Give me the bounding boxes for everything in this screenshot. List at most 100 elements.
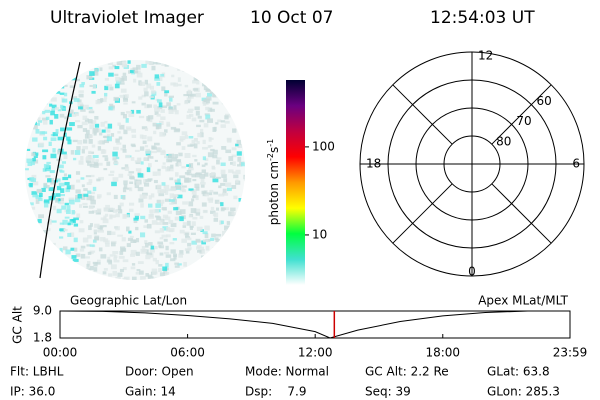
pixel bbox=[174, 110, 179, 115]
pixel bbox=[158, 193, 165, 197]
pixel bbox=[48, 187, 54, 192]
pixel bbox=[63, 173, 67, 177]
pixel bbox=[212, 212, 217, 217]
terminator bbox=[39, 61, 81, 279]
pixel bbox=[159, 219, 163, 223]
pixel bbox=[32, 159, 39, 164]
pixel bbox=[201, 190, 207, 195]
pixel bbox=[202, 231, 208, 235]
pixel bbox=[224, 245, 230, 251]
pixel bbox=[121, 167, 126, 170]
pixel bbox=[237, 144, 242, 149]
pixel bbox=[164, 251, 170, 255]
pixel bbox=[235, 265, 241, 270]
pixel bbox=[202, 258, 208, 262]
pixel bbox=[158, 245, 162, 248]
info-field: GC Alt: 2.2 Re bbox=[365, 365, 449, 379]
pixel bbox=[44, 262, 50, 267]
pixel bbox=[89, 265, 94, 271]
pixel bbox=[62, 219, 68, 225]
pixel bbox=[174, 262, 179, 265]
pixel bbox=[42, 149, 49, 153]
pixel bbox=[202, 209, 208, 214]
pixel bbox=[150, 156, 154, 159]
info-field: Door: Open bbox=[125, 365, 194, 379]
pixel bbox=[224, 115, 229, 120]
pixel bbox=[110, 264, 117, 270]
pixel bbox=[46, 67, 52, 71]
pixel bbox=[161, 234, 168, 238]
pixel bbox=[178, 275, 183, 279]
pixel bbox=[27, 65, 33, 70]
pixel bbox=[43, 182, 48, 187]
pixel bbox=[240, 247, 245, 251]
pixel bbox=[228, 211, 234, 217]
pixel bbox=[154, 245, 158, 250]
pixel bbox=[68, 199, 75, 205]
pixel bbox=[123, 102, 128, 105]
pixel bbox=[201, 269, 205, 274]
pixel bbox=[197, 250, 202, 253]
pixel bbox=[216, 263, 222, 268]
pixel bbox=[159, 252, 164, 256]
pixel bbox=[147, 276, 154, 279]
pixel bbox=[160, 188, 167, 193]
pixel bbox=[48, 141, 52, 147]
pixel bbox=[201, 202, 207, 207]
pixel bbox=[122, 72, 127, 76]
pixel bbox=[129, 181, 134, 185]
pixel bbox=[70, 70, 75, 74]
pixel bbox=[221, 207, 226, 211]
pixel bbox=[158, 264, 163, 267]
pixel bbox=[195, 110, 200, 116]
pixel bbox=[240, 104, 244, 108]
pixel bbox=[212, 101, 219, 105]
pixel bbox=[194, 183, 200, 188]
pixel bbox=[32, 194, 39, 198]
pixel bbox=[216, 80, 222, 83]
pixel bbox=[145, 179, 152, 183]
pixel bbox=[70, 112, 77, 117]
pixel bbox=[75, 120, 81, 123]
plot-frame bbox=[59, 310, 571, 339]
pixel bbox=[144, 104, 150, 109]
pixel bbox=[50, 137, 57, 142]
pixel bbox=[164, 271, 170, 277]
pixel bbox=[224, 120, 230, 124]
pixel bbox=[166, 123, 171, 127]
pixel bbox=[215, 233, 222, 237]
pixel bbox=[55, 193, 61, 197]
pixel bbox=[88, 138, 93, 144]
pixel bbox=[135, 251, 140, 256]
pixel bbox=[230, 269, 237, 273]
pixel bbox=[29, 88, 33, 91]
orbit-plot: Geographic Lat/Lon Apex MLat/MLT GC Alt 9.0… bbox=[11, 294, 588, 360]
pixel bbox=[76, 146, 81, 151]
pixel bbox=[139, 81, 146, 86]
pixel bbox=[46, 89, 53, 95]
pixel bbox=[141, 94, 146, 98]
pixel bbox=[95, 159, 99, 162]
pixel bbox=[62, 98, 68, 103]
pixel bbox=[156, 147, 162, 153]
pixel bbox=[33, 225, 40, 229]
pixel bbox=[55, 250, 61, 254]
pixel bbox=[144, 91, 149, 97]
pixel bbox=[207, 145, 211, 149]
pixel bbox=[204, 162, 208, 166]
pixel bbox=[80, 253, 86, 259]
pixel bbox=[32, 181, 39, 186]
pixel bbox=[29, 182, 33, 188]
pixel bbox=[140, 203, 144, 208]
pixel bbox=[154, 74, 160, 79]
pixel bbox=[59, 92, 65, 95]
pixel bbox=[36, 188, 43, 194]
pixel bbox=[220, 243, 225, 247]
pixel bbox=[243, 174, 245, 180]
pixel bbox=[207, 197, 214, 201]
pixel bbox=[89, 161, 94, 165]
pixel bbox=[205, 114, 211, 120]
pixel bbox=[25, 222, 29, 227]
pixel bbox=[43, 136, 48, 141]
pixel bbox=[30, 73, 37, 76]
